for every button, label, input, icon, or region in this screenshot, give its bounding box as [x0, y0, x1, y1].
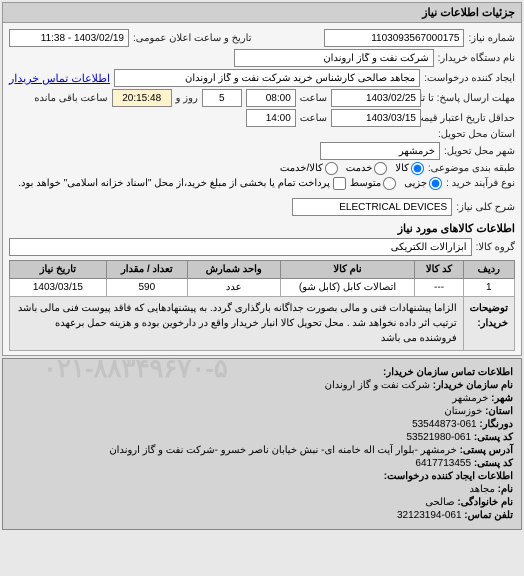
buyer-contact-link[interactable]: اطلاعات تماس خریدار [9, 72, 110, 85]
main-panel: جزئیات اطلاعات نیاز شماره نیاز: تاریخ و … [2, 2, 522, 356]
device-name-label: نام دستگاه خریدار: [438, 53, 515, 64]
fax-value: 061-53544873 [412, 419, 477, 430]
name-label: نام: [498, 484, 513, 495]
remaining-time-input [112, 89, 172, 107]
province-value: خوزستان [444, 406, 482, 417]
td-unit: عدد [187, 279, 280, 297]
items-table: ردیف کد کالا نام کالا واحد شمارش تعداد /… [9, 260, 515, 351]
proc-partial-label: جزیی [404, 178, 427, 189]
announce-label: تاریخ و ساعت اعلان عمومی: [133, 33, 252, 44]
time-label-1: ساعت [300, 93, 327, 104]
validity-date-input[interactable] [331, 109, 421, 127]
delivery-city-input[interactable] [320, 142, 440, 160]
device-name-input[interactable] [234, 49, 434, 67]
form-area: شماره نیاز: تاریخ و ساعت اعلان عمومی: نا… [3, 23, 521, 355]
cat-goods-label: کالا [395, 163, 409, 174]
notes-text: الزاما پیشنهادات فنی و مالی بصورت جداگان… [10, 297, 464, 351]
contact-panel: اطلاعات تماس سازمان خریدار: نام سازمان خ… [2, 358, 522, 530]
fax-label: دورنگار: [479, 419, 513, 430]
items-section-title: اطلاعات کالاهای مورد نیاز [9, 222, 515, 235]
table-row: 1 --- اتصالات کابل (کابل شو) عدد 590 140… [10, 279, 515, 297]
th-date: تاریخ نیاز [10, 261, 107, 279]
province-label: استان: [485, 406, 513, 417]
process-radio-group: جزیی متوسط [350, 177, 442, 190]
zip-label: کد پستی: [474, 458, 513, 469]
cat-goods-service-radio[interactable]: کالا/خدمت [280, 162, 338, 175]
phone-label: تلفن تماس: [464, 510, 513, 521]
address-value: خرمشهر -بلوار آیت اله خامنه ای- نبش خیاب… [109, 445, 456, 456]
cat-goods-service-label: کالا/خدمت [280, 163, 323, 174]
deadline-date-input[interactable] [331, 89, 421, 107]
td-qty: 590 [106, 279, 187, 297]
cat-goods-radio[interactable]: کالا [395, 162, 424, 175]
creator-label: ایجاد کننده درخواست: [424, 73, 515, 84]
goods-group-input[interactable] [9, 238, 472, 256]
cat-service-label: خدمت [346, 163, 373, 174]
announce-input[interactable] [9, 29, 129, 47]
zip-value: 6417713455 [415, 458, 471, 469]
goods-group-label: گروه کالا: [476, 242, 515, 253]
city-value: خرمشهر [452, 393, 488, 404]
org-label: نام سازمان خریدار: [433, 380, 513, 391]
td-date: 1403/03/15 [10, 279, 107, 297]
address-label: آدرس پستی: [460, 445, 513, 456]
general-desc-label: شرح کلی نیاز: [456, 202, 515, 213]
th-code: کد کالا [415, 261, 463, 279]
time-label-2: ساعت [300, 113, 327, 124]
request-no-input[interactable] [324, 29, 464, 47]
delivery-province-label: استان محل تحویل: [438, 129, 515, 140]
family-label: نام خانوادگی: [457, 497, 513, 508]
validity-time-input[interactable] [246, 109, 296, 127]
family-value: صالحی [425, 497, 454, 508]
general-desc-input[interactable] [292, 198, 452, 216]
org-value: شرکت نفت و گاز اروندان [325, 380, 430, 391]
td-code: --- [415, 279, 463, 297]
proc-note-checkbox[interactable]: پرداخت تمام یا بخشی از مبلغ خرید،از محل … [18, 177, 346, 190]
days-input[interactable] [202, 89, 242, 107]
category-radio-group: کالا خدمت کالا/خدمت [280, 162, 424, 175]
postal-label: کد پستی: [474, 432, 513, 443]
contact-title: اطلاعات تماس سازمان خریدار: [383, 367, 513, 378]
notes-row: توضیحات خریدار: الزاما پیشنهادات فنی و م… [10, 297, 515, 351]
creator-title: اطلاعات ایجاد کننده درخواست: [384, 471, 513, 482]
category-label: طبقه بندی موضوعی: [428, 163, 515, 174]
td-name: اتصالات کابل (کابل شو) [280, 279, 415, 297]
th-qty: تعداد / مقدار [106, 261, 187, 279]
cat-service-radio[interactable]: خدمت [346, 162, 388, 175]
panel-title: جزئیات اطلاعات نیاز [3, 3, 521, 23]
city-label: شهر: [491, 393, 513, 404]
proc-note-label: پرداخت تمام یا بخشی از مبلغ خرید،از محل … [18, 178, 330, 189]
th-name: نام کالا [280, 261, 415, 279]
creator-input[interactable] [114, 69, 420, 87]
proc-partial-radio[interactable]: جزیی [404, 177, 442, 190]
notes-label: توضیحات خریدار: [463, 297, 514, 351]
request-no-label: شماره نیاز: [468, 33, 515, 44]
days-label: روز و [176, 93, 198, 104]
postal-value: 061-53521980 [407, 432, 472, 443]
phone-value: 061-32123194 [397, 510, 462, 521]
deadline-label: مهلت ارسال پاسخ: تا تاریخ: [425, 93, 515, 104]
deadline-time-input[interactable] [246, 89, 296, 107]
validity-label: حداقل تاریخ اعتبار قیمت: تا تاریخ: [425, 113, 515, 124]
name-value: مجاهد [469, 484, 494, 495]
delivery-city-label: شهر محل تحویل: [444, 146, 515, 157]
th-unit: واحد شمارش [187, 261, 280, 279]
th-row: ردیف [463, 261, 514, 279]
proc-medium-label: متوسط [350, 178, 381, 189]
process-label: نوع فرآیند خرید : [446, 178, 515, 189]
proc-medium-radio[interactable]: متوسط [350, 177, 396, 190]
remaining-label: ساعت باقی مانده [34, 93, 107, 104]
td-row: 1 [463, 279, 514, 297]
